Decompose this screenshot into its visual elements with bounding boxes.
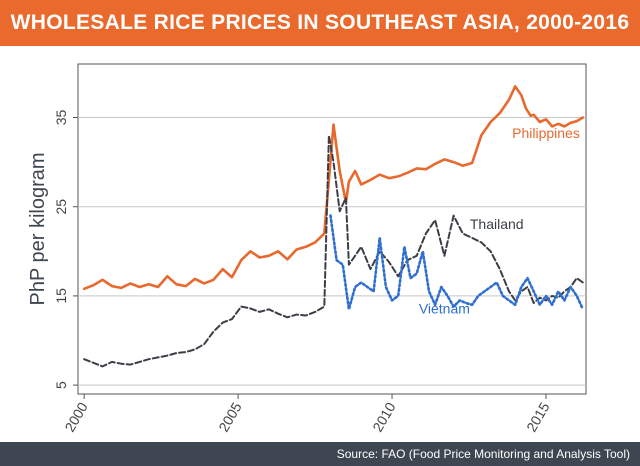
- y-axis-ticks: 5 15 25 35: [53, 110, 78, 389]
- y-tick-label-25: 25: [53, 199, 69, 215]
- chart-title: WHOLESALE RICE PRICES IN SOUTHEAST ASIA,…: [10, 11, 630, 34]
- x-tick-label-2010: 2010: [369, 399, 399, 434]
- annotation-vietnam: Vietnam: [419, 301, 470, 317]
- y-tick-label-15: 15: [53, 288, 69, 304]
- grid-lines: [78, 117, 586, 386]
- x-tick-label-2015: 2015: [523, 399, 553, 434]
- y-tick-label-35: 35: [53, 110, 69, 126]
- chart-header: WHOLESALE RICE PRICES IN SOUTHEAST ASIA,…: [0, 0, 640, 46]
- y-tick-label-5: 5: [53, 381, 69, 389]
- rice-price-chart: 5 15 25 35 2000 2005 2010 2015 Philippines Thai…: [27, 63, 587, 434]
- source-note: Source: FAO (Food Price Monitoring and A…: [336, 447, 630, 461]
- annotation-thailand: Thailand: [470, 216, 524, 232]
- x-tick-label-2000: 2000: [61, 399, 91, 434]
- plot-area-frame: [77, 63, 587, 395]
- series-line-philippines: [82, 85, 585, 291]
- series-line-thailand: [83, 134, 584, 368]
- annotation-philippines: Philippines: [512, 125, 580, 141]
- series-lines: [82, 85, 585, 368]
- series-line-vietnam: [329, 214, 585, 311]
- x-tick-label-2005: 2005: [215, 399, 245, 434]
- y-axis-label: PhP per kilogram: [27, 152, 49, 305]
- series-annotations: Philippines Thailand Vietnam: [419, 125, 580, 317]
- source-footer: Source: FAO (Food Price Monitoring and A…: [0, 442, 640, 466]
- x-axis-ticks: 2000 2005 2010 2015: [61, 394, 553, 434]
